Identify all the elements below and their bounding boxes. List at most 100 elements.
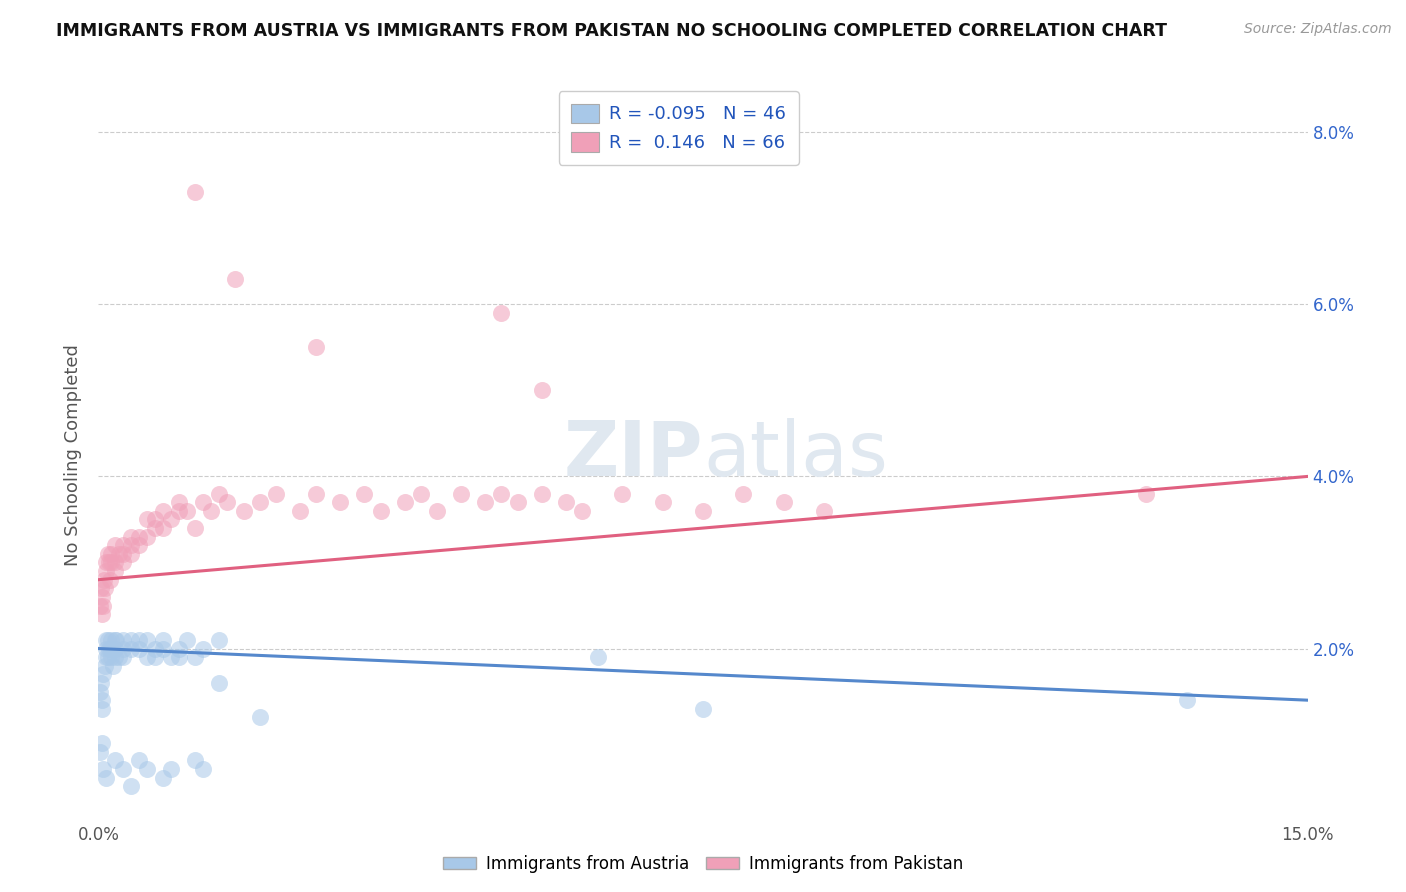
Point: [394, 495, 416, 509]
Point: [103, 538, 125, 552]
Point: [89, 599, 111, 613]
Point: [120, 779, 142, 793]
Point: [90, 736, 112, 750]
Point: [409, 486, 432, 500]
Point: [143, 521, 166, 535]
Point: [167, 495, 190, 509]
Point: [208, 676, 231, 690]
Point: [96, 564, 118, 578]
Point: [105, 632, 128, 647]
Point: [692, 702, 714, 716]
Point: [288, 504, 311, 518]
Point: [167, 641, 190, 656]
Point: [612, 486, 634, 500]
Y-axis label: No Schooling Completed: No Schooling Completed: [65, 344, 83, 566]
Point: [143, 650, 166, 665]
Point: [152, 771, 174, 785]
Point: [249, 710, 271, 724]
Point: [555, 495, 578, 509]
Point: [111, 547, 134, 561]
Point: [97, 547, 120, 561]
Point: [120, 538, 142, 552]
Point: [96, 632, 118, 647]
Text: IMMIGRANTS FROM AUSTRIA VS IMMIGRANTS FROM PAKISTAN NO SCHOOLING COMPLETED CORRE: IMMIGRANTS FROM AUSTRIA VS IMMIGRANTS FR…: [56, 22, 1167, 40]
Point: [100, 650, 122, 665]
Point: [120, 530, 142, 544]
Point: [96, 771, 118, 785]
Point: [193, 641, 215, 656]
Point: [111, 538, 134, 552]
Point: [103, 564, 125, 578]
Point: [208, 486, 231, 500]
Point: [111, 762, 134, 776]
Point: [264, 486, 287, 500]
Point: [426, 504, 449, 518]
Point: [90, 693, 112, 707]
Point: [152, 521, 174, 535]
Point: [184, 753, 207, 767]
Point: [135, 512, 157, 526]
Point: [94, 658, 117, 673]
Point: [176, 504, 198, 518]
Point: [100, 556, 122, 570]
Point: [305, 340, 328, 354]
Point: [98, 573, 121, 587]
Legend: R = -0.095   N = 46, R =  0.146   N = 66: R = -0.095 N = 46, R = 0.146 N = 66: [558, 91, 799, 165]
Point: [135, 762, 157, 776]
Point: [107, 650, 129, 665]
Point: [97, 641, 120, 656]
Point: [128, 641, 150, 656]
Point: [370, 504, 392, 518]
Point: [184, 521, 207, 535]
Point: [90, 676, 112, 690]
Point: [97, 632, 120, 647]
Point: [128, 632, 150, 647]
Point: [651, 495, 673, 509]
Point: [93, 573, 115, 587]
Point: [96, 641, 118, 656]
Point: [89, 745, 111, 759]
Point: [97, 556, 120, 570]
Point: [160, 512, 183, 526]
Point: [813, 504, 835, 518]
Point: [101, 658, 124, 673]
Point: [160, 762, 183, 776]
Point: [91, 599, 114, 613]
Legend: Immigrants from Austria, Immigrants from Pakistan: Immigrants from Austria, Immigrants from…: [436, 848, 970, 880]
Point: [111, 650, 134, 665]
Point: [184, 186, 207, 200]
Point: [176, 632, 198, 647]
Point: [96, 650, 118, 665]
Point: [530, 384, 553, 398]
Point: [135, 632, 157, 647]
Point: [120, 632, 142, 647]
Text: Source: ZipAtlas.com: Source: ZipAtlas.com: [1244, 22, 1392, 37]
Point: [103, 650, 125, 665]
Point: [530, 486, 553, 500]
Point: [120, 547, 142, 561]
Point: [491, 486, 513, 500]
Point: [111, 632, 134, 647]
Point: [143, 512, 166, 526]
Point: [571, 504, 593, 518]
Point: [491, 306, 513, 320]
Point: [97, 650, 120, 665]
Point: [135, 530, 157, 544]
Point: [128, 538, 150, 552]
Point: [353, 486, 375, 500]
Point: [143, 641, 166, 656]
Point: [184, 650, 207, 665]
Point: [167, 504, 190, 518]
Point: [100, 632, 122, 647]
Point: [506, 495, 529, 509]
Point: [89, 684, 111, 698]
Point: [152, 632, 174, 647]
Point: [91, 667, 114, 681]
Point: [152, 504, 174, 518]
Point: [111, 641, 134, 656]
Point: [135, 650, 157, 665]
Point: [450, 486, 472, 500]
Point: [107, 547, 129, 561]
Point: [474, 495, 496, 509]
Point: [733, 486, 755, 500]
